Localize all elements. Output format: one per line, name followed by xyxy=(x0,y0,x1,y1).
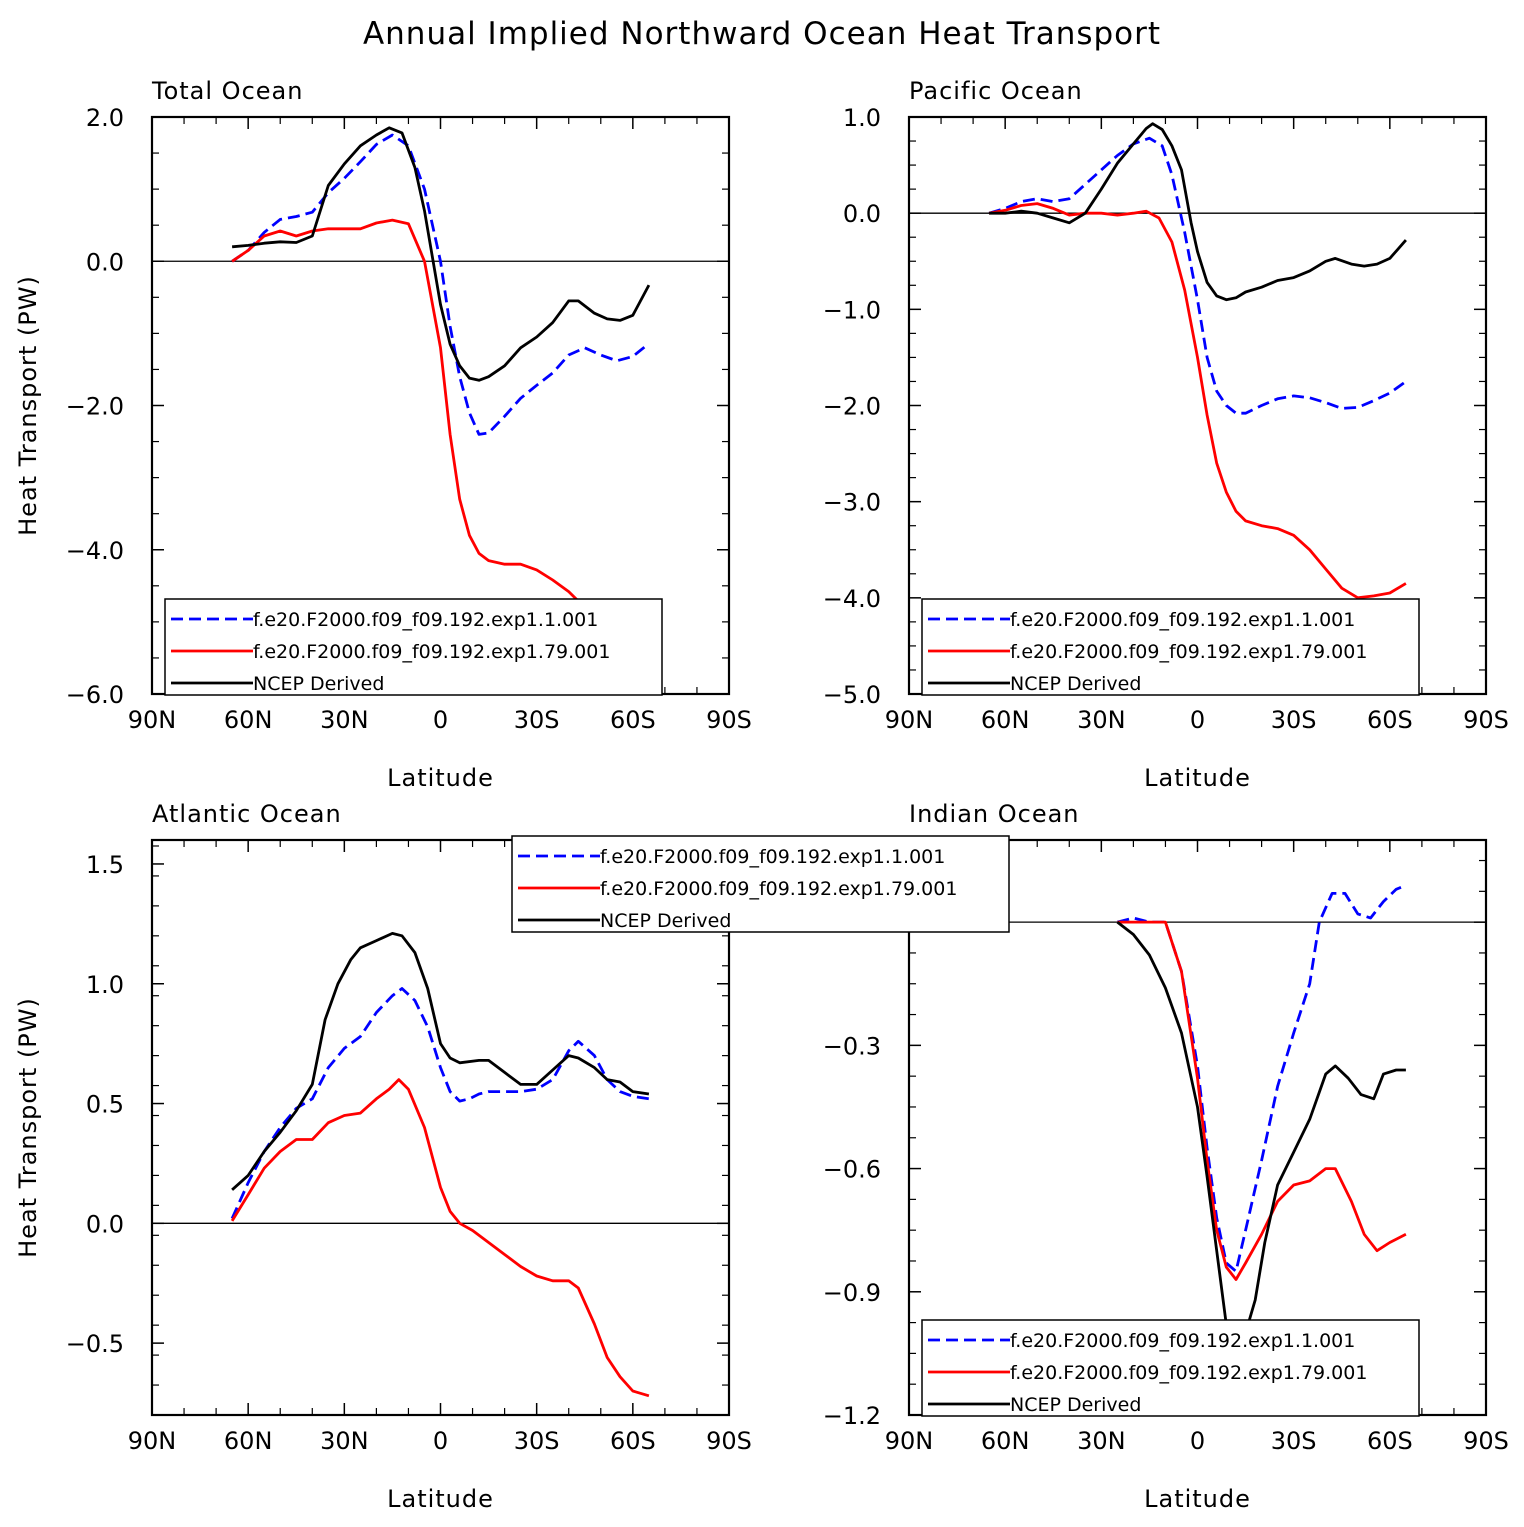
panel-title: Pacific Ocean xyxy=(909,77,1083,105)
chart-panel-3: Indian Ocean90N60N30N030S60S90S0.0−0.3−0… xyxy=(823,800,1509,1513)
x-tick-label: 90S xyxy=(706,1427,752,1455)
x-tick-label: 60S xyxy=(610,706,656,734)
x-axis-label: Latitude xyxy=(387,1485,494,1513)
x-tick-label: 90N xyxy=(128,706,177,734)
x-axis-label: Latitude xyxy=(387,764,494,792)
panel-title: Indian Ocean xyxy=(909,800,1080,828)
x-tick-label: 0 xyxy=(1190,706,1205,734)
y-tick-label: −1.2 xyxy=(823,1402,881,1430)
y-tick-label: −4.0 xyxy=(66,537,124,565)
y-tick-label: 0.0 xyxy=(86,1210,124,1238)
y-tick-label: −2.0 xyxy=(66,393,124,421)
legend-label: f.e20.F2000.f09_f09.192.exp1.79.001 xyxy=(1010,1362,1367,1384)
y-tick-label: 1.0 xyxy=(843,104,881,132)
y-tick-label: −4.0 xyxy=(823,585,881,613)
y-tick-label: −6.0 xyxy=(66,681,124,709)
y-tick-label: 1.0 xyxy=(86,971,124,999)
x-tick-label: 30S xyxy=(1271,706,1317,734)
y-tick-label: −0.3 xyxy=(823,1032,881,1060)
chart-panel-0: Total Ocean 90N 60N 30N 0 30S 60S 90S 2.0 0.0 −2.0… xyxy=(14,77,752,792)
x-tick-label: 30N xyxy=(1077,706,1126,734)
x-tick-label: 60S xyxy=(1367,706,1413,734)
x-tick-label: 90S xyxy=(1463,1427,1509,1455)
y-tick-label: −0.5 xyxy=(66,1330,124,1358)
series-line-1 xyxy=(230,1078,650,1398)
x-tick-label: 90N xyxy=(885,1427,934,1455)
series-line-1 xyxy=(1117,920,1407,1281)
legend-label: f.e20.F2000.f09_f09.192.exp1.1.001 xyxy=(1010,1330,1355,1352)
series-line-2 xyxy=(231,126,651,382)
legend-box xyxy=(921,1319,1420,1417)
legend-label: f.e20.F2000.f09_f09.192.exp1.1.001 xyxy=(1010,609,1355,631)
x-axis-label: Latitude xyxy=(1144,1485,1251,1513)
series-line-1 xyxy=(988,202,1407,600)
plot-frame xyxy=(150,838,731,1417)
y-tick-label: 1.5 xyxy=(86,851,124,879)
y-tick-label: −0.9 xyxy=(823,1279,881,1307)
x-tick-label: 30S xyxy=(514,1427,560,1455)
legend-label: f.e20.F2000.f09_f09.192.exp1.1.001 xyxy=(600,846,945,868)
x-axis-label: Latitude xyxy=(1144,764,1251,792)
x-tick-label: 60S xyxy=(610,1427,656,1455)
panel-title: Atlantic Ocean xyxy=(152,800,342,828)
legend: f.e20.F2000.f09_f09.192.exp1.1.001 f.e20.… xyxy=(921,598,1420,696)
x-tick-label: 60S xyxy=(1367,1427,1413,1455)
legend-label: f.e20.F2000.f09_f09.192.exp1.79.001 xyxy=(600,878,957,900)
x-tick-label: 90N xyxy=(128,1427,177,1455)
x-tick-label: 30N xyxy=(320,706,369,734)
y-tick-label: 0.0 xyxy=(843,200,881,228)
y-tick-label: −5.0 xyxy=(823,681,881,709)
legend-label: f.e20.F2000.f09_f09.192.exp1.79.001 xyxy=(1010,641,1367,663)
legend-label: NCEP Derived xyxy=(253,673,384,695)
legend-box xyxy=(164,598,663,696)
x-tick-label: 0 xyxy=(1190,1427,1205,1455)
panel-title: Total Ocean xyxy=(151,77,303,105)
legend-box xyxy=(511,835,1010,933)
series-line-0 xyxy=(1117,883,1407,1273)
y-tick-label: 0.5 xyxy=(86,1091,124,1119)
chart-panel-1: Pacific Ocean 90N 60N 30N 0 30S 60S 90S 1.0 0.0 −1… xyxy=(823,77,1509,792)
x-tick-label: 30S xyxy=(514,706,560,734)
panels: Total Ocean 90N 60N 30N 0 30S 60S 90S 2.0 0.0 −2.0… xyxy=(14,77,1509,1513)
x-tick-label: 90S xyxy=(1463,706,1509,734)
y-tick-label: −1.0 xyxy=(823,296,881,324)
y-axis-label: Heat Transport (PW) xyxy=(14,275,42,536)
legend-label: NCEP Derived xyxy=(1010,1394,1141,1416)
legend-label: f.e20.F2000.f09_f09.192.exp1.1.001 xyxy=(253,609,598,631)
y-axis-label: Heat Transport (PW) xyxy=(14,997,42,1258)
y-tick-label: 2.0 xyxy=(86,104,124,132)
legend: f.e20.F2000.f09_f09.192.exp1.1.001 f.e20.… xyxy=(921,1319,1420,1417)
series-line-2 xyxy=(1116,920,1406,1355)
y-tick-label: −0.6 xyxy=(823,1156,881,1184)
series-line-0 xyxy=(988,136,1407,415)
x-tick-label: 30N xyxy=(1077,1427,1126,1455)
legend-box xyxy=(921,598,1420,696)
x-tick-label: 0 xyxy=(433,1427,448,1455)
x-tick-label: 60N xyxy=(224,1427,273,1455)
chart-panel-2: Atlantic Ocean 90N 60N 30N 0 30S 60S 90S 1.5 1.0 0… xyxy=(14,800,752,1513)
x-tick-label: 60N xyxy=(981,706,1030,734)
legend-label: NCEP Derived xyxy=(1010,673,1141,695)
x-tick-label: 60N xyxy=(224,706,273,734)
legend-label: NCEP Derived xyxy=(600,910,731,932)
series-line-1 xyxy=(231,218,650,654)
series-line-0 xyxy=(231,133,650,436)
x-tick-label: 0 xyxy=(433,706,448,734)
x-tick-label: 90N xyxy=(885,706,934,734)
y-tick-label: −2.0 xyxy=(823,393,881,421)
legend: f.e20.F2000.f09_f09.192.exp1.1.001 f.e20.… xyxy=(164,598,663,696)
x-tick-label: 30N xyxy=(320,1427,369,1455)
x-tick-label: 60N xyxy=(981,1427,1030,1455)
figure-title: Annual Implied Northward Ocean Heat Tran… xyxy=(363,16,1161,52)
series-line-2 xyxy=(989,122,1407,302)
legend-label: f.e20.F2000.f09_f09.192.exp1.79.001 xyxy=(253,641,610,663)
series-line-0 xyxy=(230,987,650,1220)
legend: f.e20.F2000.f09_f09.192.exp1.1.001 f.e20.… xyxy=(511,835,1010,933)
y-tick-label: 0.0 xyxy=(86,248,124,276)
y-tick-label: −3.0 xyxy=(823,489,881,517)
series-line-2 xyxy=(231,932,650,1191)
x-tick-label: 30S xyxy=(1271,1427,1317,1455)
x-tick-label: 90S xyxy=(706,706,752,734)
